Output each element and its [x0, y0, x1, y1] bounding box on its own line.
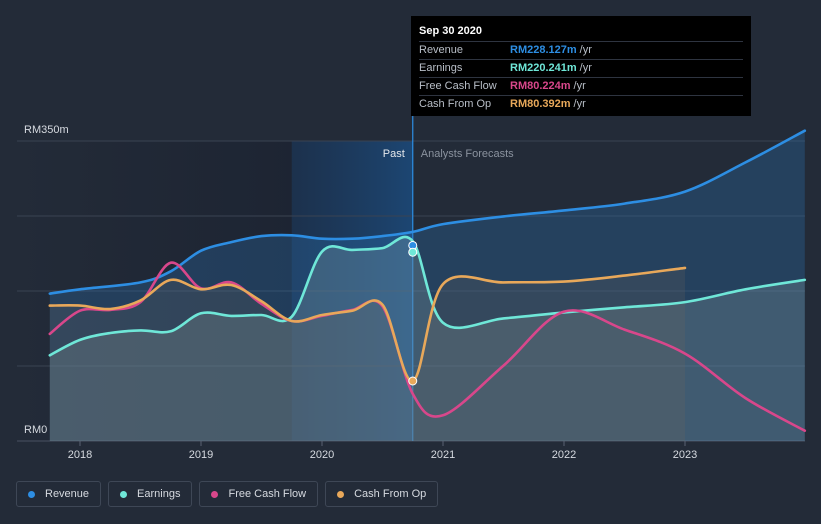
- cash-from-op-line: [48, 266, 687, 383]
- legend-label: Free Cash Flow: [228, 488, 307, 500]
- earnings-marker: [408, 247, 418, 257]
- tooltip-value: RM80.224m: [510, 80, 571, 92]
- tooltip-unit: /yr: [573, 98, 586, 110]
- tooltip-date: Sep 30 2020: [419, 25, 482, 37]
- legend-label: Cash From Op: [354, 488, 427, 500]
- tooltip-value: RM228.127m: [510, 44, 577, 56]
- forecast-label: Analysts Forecasts: [421, 148, 514, 160]
- x-tick-label: 2022: [552, 449, 576, 461]
- x-tick-label: 2019: [189, 449, 213, 461]
- data-tooltip: Sep 30 2020 Revenue RM228.127m /yr Earni…: [411, 16, 751, 116]
- tooltip-row-earnings: Earnings RM220.241m /yr: [419, 59, 743, 77]
- x-tick-label: 2018: [68, 449, 92, 461]
- free-cash-flow-dot-icon: [211, 490, 219, 498]
- revenue-dot-icon: [28, 490, 35, 498]
- tooltip-value: RM80.392m: [510, 98, 571, 110]
- tooltip-row-free-cash-flow: Free Cash Flow RM80.224m /yr: [419, 77, 743, 95]
- legend-label: Earnings: [137, 488, 181, 500]
- earnings-revenue-chart: RM350m RM0 Past Analysts Forecasts 2018 2019 2…: [17, 100, 807, 461]
- tooltip-label: Cash From Op: [419, 98, 492, 110]
- y-axis-bottom-label: RM0: [24, 424, 47, 436]
- earnings-dot-icon: [120, 490, 128, 498]
- revenue-line: [48, 129, 807, 295]
- tooltip-value: RM220.241m: [510, 62, 577, 74]
- y-axis-top-label: RM350m: [24, 124, 69, 136]
- cash-from-op-marker: [408, 376, 418, 386]
- tooltip-unit: /yr: [573, 80, 586, 92]
- cash-from-op-area: [49, 267, 686, 441]
- past-label: Past: [383, 148, 405, 160]
- legend-item-free-cash-flow[interactable]: Free Cash Flow: [199, 481, 319, 507]
- earnings-area: [49, 236, 805, 441]
- earnings-line: [48, 235, 807, 357]
- tooltip-unit: /yr: [579, 44, 592, 56]
- cash-from-op-dot-icon: [337, 490, 345, 498]
- x-tick-label: 2021: [431, 449, 455, 461]
- tooltip-label: Revenue: [419, 44, 464, 56]
- tooltip-label: Earnings: [419, 62, 463, 74]
- x-tick-label: 2023: [673, 449, 697, 461]
- legend-item-revenue[interactable]: Revenue: [16, 481, 102, 507]
- x-tick-label: 2020: [310, 449, 334, 461]
- legend-item-earnings[interactable]: Earnings: [108, 481, 193, 507]
- tooltip-unit: /yr: [579, 62, 592, 74]
- tooltip-row-revenue: Revenue RM228.127m /yr: [419, 41, 743, 59]
- legend-item-cash-from-op[interactable]: Cash From Op: [325, 481, 439, 507]
- tooltip-row-cash-from-op: Cash From Op RM80.392m /yr: [419, 95, 743, 113]
- tooltip-label: Free Cash Flow: [419, 80, 497, 92]
- chart-legend: Revenue Earnings Free Cash Flow Cash Fro…: [16, 481, 439, 507]
- legend-label: Revenue: [45, 488, 90, 500]
